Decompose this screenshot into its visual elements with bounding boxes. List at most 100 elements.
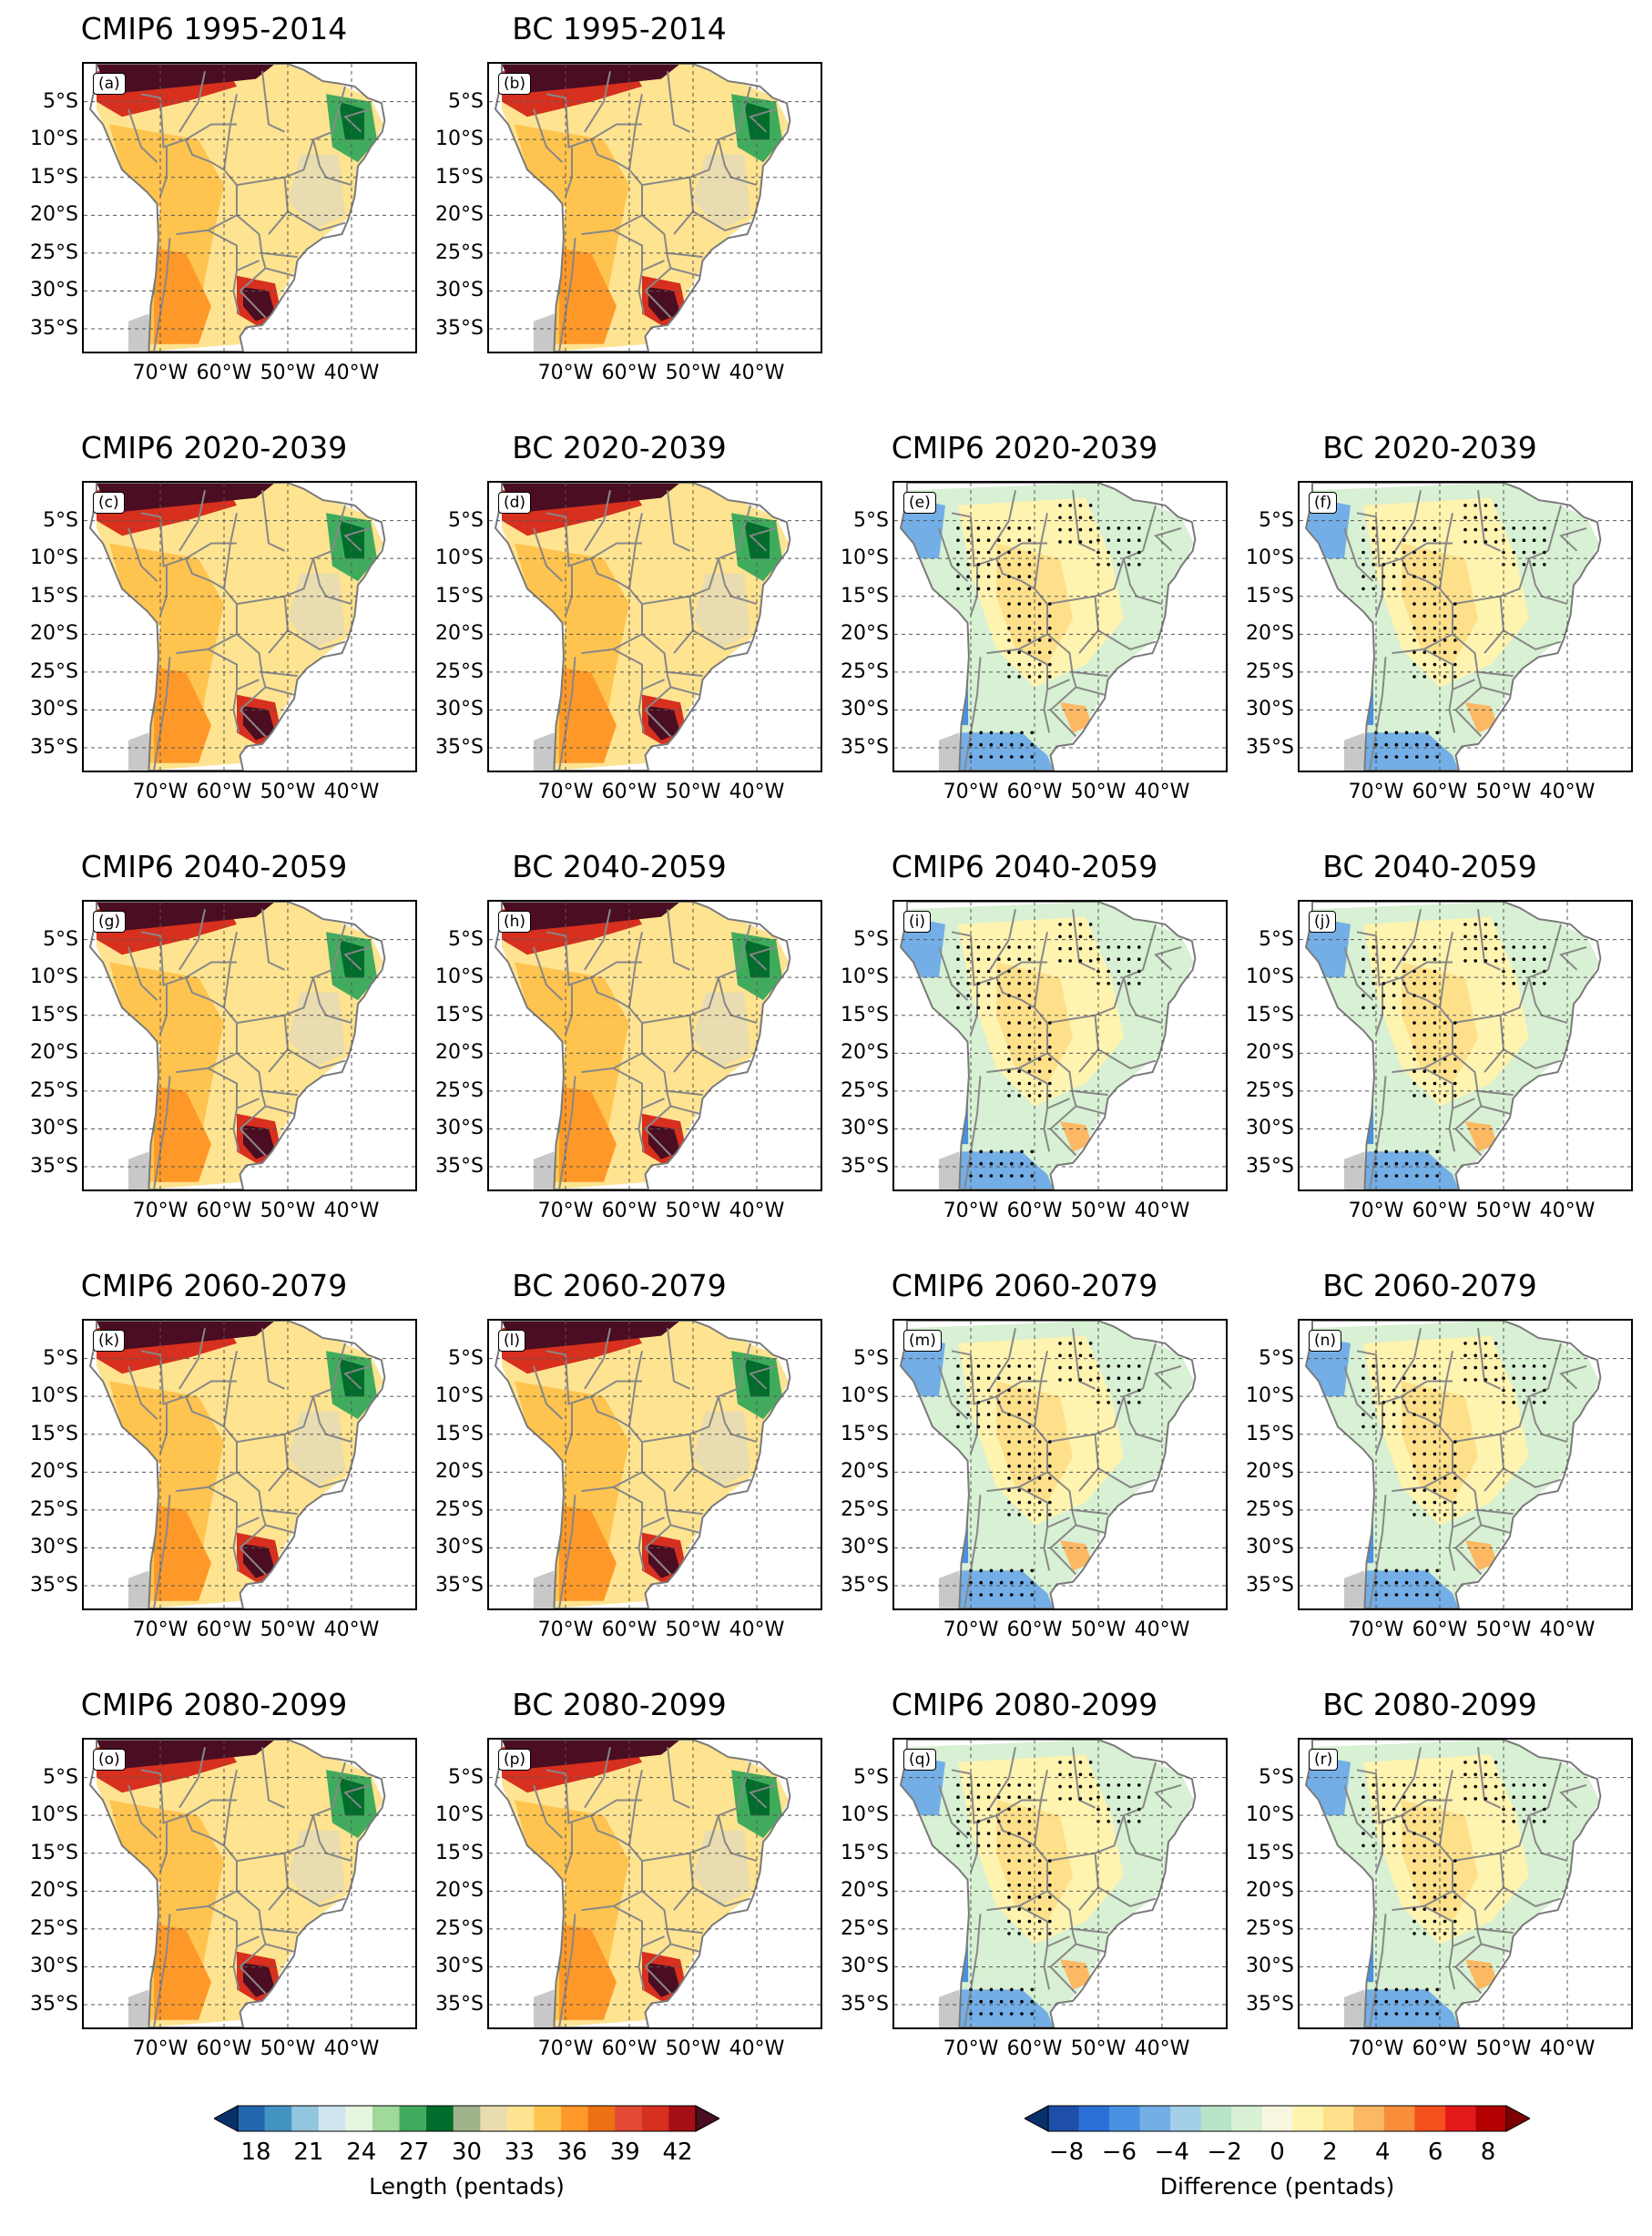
border-line [265, 686, 295, 696]
significance-dot [979, 1161, 983, 1166]
significance-dot [1433, 1843, 1437, 1848]
significance-dot [976, 1376, 981, 1380]
significance-dot [997, 1388, 1001, 1393]
panel-title: CMIP6 2080-2099 [891, 1687, 1158, 1722]
border-line [995, 1799, 1047, 1817]
significance-dot [986, 1424, 991, 1429]
significance-dot [1522, 563, 1526, 567]
significance-dot [1423, 1094, 1426, 1098]
significance-dot [1412, 1795, 1416, 1799]
significance-dot [1007, 1843, 1011, 1848]
border-line [1477, 1328, 1501, 1390]
significance-dot [1007, 526, 1011, 530]
significance-dot [1412, 675, 1416, 679]
latitude-label: 25°S [1246, 1497, 1294, 1521]
significance-dot [1423, 1807, 1426, 1812]
border-line [637, 270, 646, 314]
significance-dot [1106, 957, 1110, 961]
significance-dot [1463, 1378, 1467, 1382]
significance-dot [1007, 1500, 1011, 1505]
significance-dot [1068, 1761, 1072, 1764]
significance-dot [1127, 969, 1131, 974]
significance-dot [1088, 1761, 1093, 1764]
significance-dot [1117, 945, 1121, 949]
significance-dot [1088, 1365, 1093, 1370]
significance-dot [1522, 526, 1526, 530]
significance-dot [1502, 1807, 1505, 1812]
coastline [899, 902, 1197, 1189]
significance-dot [1030, 1580, 1034, 1585]
length-field-region [693, 1411, 750, 1487]
significance-dot [1433, 1820, 1437, 1823]
significance-dot [1068, 1378, 1072, 1382]
difference-field-region [1363, 1151, 1459, 1189]
significance-dot [1017, 602, 1021, 606]
significance-dot [1117, 1820, 1121, 1823]
andes-mask [534, 1570, 556, 1608]
border-line [232, 1526, 240, 1571]
significance-dot [1127, 1820, 1131, 1823]
border-line [1481, 1105, 1511, 1115]
significance-dot [1007, 1057, 1011, 1061]
significance-dot [1484, 1353, 1488, 1358]
significance-dot [1412, 650, 1416, 655]
significance-dot [1117, 550, 1121, 555]
significance-dot [1088, 1772, 1093, 1777]
longitude-label: 70°W [132, 781, 189, 803]
significance-dot [1048, 1094, 1052, 1098]
significance-dot [1007, 675, 1011, 679]
significance-dot [1433, 1500, 1437, 1505]
latitude-label: 5°S [43, 89, 78, 113]
significance-dot [1017, 1094, 1021, 1098]
significance-dot [1127, 1807, 1131, 1812]
significance-dot [1382, 1006, 1386, 1010]
significance-dot [1415, 755, 1419, 759]
border-line [232, 689, 240, 733]
significance-dot [1394, 1593, 1399, 1597]
coastline [1304, 1321, 1602, 1608]
significance-dot [986, 563, 991, 567]
significance-dot [1415, 2012, 1419, 2016]
map-frame: (e) [892, 481, 1228, 772]
significance-dot [1423, 1513, 1426, 1516]
significance-dot [1412, 1476, 1416, 1480]
map-panel-f: BC 2020-2039 (f) 5°S 10°S 15°S 20°S 25°S 30°S 35… [1225, 428, 1635, 847]
significance-dot [989, 742, 994, 747]
significance-dot [1433, 1488, 1437, 1493]
significance-dot [966, 587, 970, 591]
significance-dot [1412, 1424, 1416, 1429]
border-line [261, 1508, 298, 1516]
colorbar-outline [237, 2105, 697, 2132]
significance-dot [1453, 1883, 1457, 1887]
significance-dot [1037, 1081, 1042, 1086]
significance-dot [986, 1783, 991, 1787]
length-colorbar: 18 21 24 27 30 33 36 39 42 Length (pentads) [212, 2100, 721, 2200]
significance-dot [1433, 662, 1437, 667]
panel-letter: (j) [1309, 911, 1336, 933]
map-canvas [894, 902, 1226, 1189]
latitude-label: 20°S [841, 1460, 889, 1484]
significance-dot [986, 957, 991, 961]
latitude-label: 20°S [841, 1879, 889, 1903]
significance-dot [1433, 1895, 1437, 1899]
significance-dot [1106, 1783, 1110, 1787]
significance-dot [1425, 1174, 1429, 1178]
difference-colorbar: −8 −6 −4 −2 0 2 4 6 8 Difference (pentads) [1023, 2100, 1532, 2200]
significance-dot [1435, 1149, 1439, 1154]
panel-title: BC 1995-2014 [512, 11, 727, 46]
significance-dot [1402, 1795, 1406, 1799]
border-line [331, 505, 346, 552]
coastline [899, 483, 1197, 771]
latitude-label: 10°S [435, 128, 484, 151]
latitude-label: 25°S [435, 1916, 484, 1940]
border-line [1043, 689, 1051, 733]
colorbar-tick-label: 2 [1322, 2139, 1338, 2166]
significance-dot [1443, 1021, 1447, 1025]
significance-dot [1017, 1919, 1021, 1924]
significance-dot [1007, 1401, 1011, 1404]
border-line [667, 1508, 703, 1516]
significance-dot [1463, 923, 1467, 926]
map-panel-i: CMIP6 2040-2059 (i) 5°S 10°S 15°S 20°S 25°S 30°… [820, 847, 1229, 1266]
significance-dot [1423, 1820, 1426, 1823]
significance-dot [1361, 1843, 1365, 1848]
